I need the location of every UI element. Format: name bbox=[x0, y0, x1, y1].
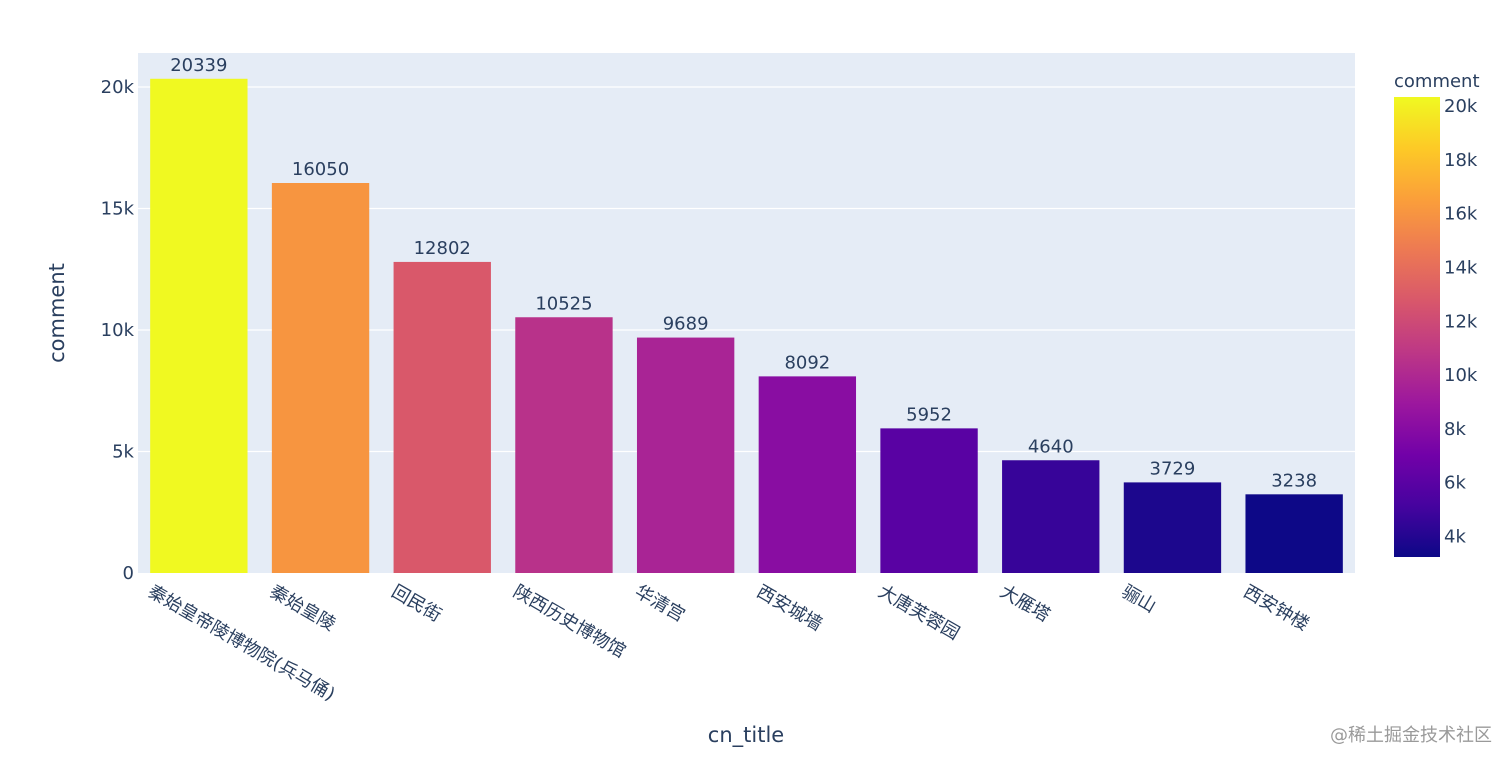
bar-data-label: 12802 bbox=[414, 238, 471, 259]
y-axis-ticks: 0 5k 10k 15k 20k bbox=[101, 77, 135, 584]
x-tick-label: 大唐芙蓉园 bbox=[875, 581, 963, 644]
x-tick-label: 大雁塔 bbox=[996, 581, 1053, 626]
watermark: @稀土掘金技术社区 bbox=[1330, 725, 1492, 746]
x-tick-label: 回民街 bbox=[388, 581, 445, 626]
y-tick-label: 15k bbox=[101, 199, 135, 220]
bar-labels: 20339 16050 12802 10525 9689 8092 5952 4640 3729… bbox=[170, 55, 1317, 492]
colorbar-tick-label: 16k bbox=[1444, 204, 1478, 225]
bar bbox=[393, 261, 491, 573]
bar bbox=[271, 183, 370, 573]
bar bbox=[758, 376, 857, 573]
colorbar-tick-label: 4k bbox=[1444, 527, 1466, 548]
bar bbox=[1245, 494, 1343, 573]
bar bbox=[636, 337, 735, 573]
bar-data-label: 3238 bbox=[1271, 470, 1317, 491]
bar-data-label: 16050 bbox=[292, 159, 349, 180]
bar-data-label: 10525 bbox=[535, 293, 592, 314]
bar bbox=[880, 428, 978, 573]
x-tick-label: 秦始皇陵 bbox=[266, 581, 339, 635]
x-tick-label: 骊山 bbox=[1118, 581, 1160, 617]
x-tick-label: 华清宫 bbox=[631, 581, 688, 626]
y-tick-label: 10k bbox=[101, 320, 135, 341]
bar bbox=[150, 78, 248, 573]
x-tick-label: 西安钟楼 bbox=[1240, 581, 1313, 635]
bar bbox=[1002, 460, 1100, 573]
bar-data-label: 4640 bbox=[1028, 436, 1074, 457]
bar-data-label: 20339 bbox=[170, 55, 227, 76]
colorbar-tick-label: 10k bbox=[1444, 365, 1478, 386]
x-axis-ticks: 秦始皇帝陵博物院(兵马俑)秦始皇陵 回民街 陕西历史博物馆 华清宫 西安城墙 大唐芙蓉园大… bbox=[144, 581, 1312, 705]
x-axis-title: cn_title bbox=[708, 723, 784, 748]
bars bbox=[150, 78, 1343, 573]
y-axis-title: comment bbox=[45, 263, 69, 363]
bar-data-label: 9689 bbox=[663, 314, 709, 335]
bar bbox=[515, 317, 613, 573]
bar-data-label: 5952 bbox=[906, 404, 952, 425]
colorbar-tick-label: 14k bbox=[1444, 258, 1478, 279]
colorbar-tick-label: 6k bbox=[1444, 473, 1466, 494]
y-tick-label: 5k bbox=[112, 442, 134, 463]
colorbar-tick-label: 12k bbox=[1444, 311, 1478, 332]
colorbar-title: comment bbox=[1394, 71, 1480, 92]
y-tick-label: 0 bbox=[123, 563, 134, 584]
x-tick-label: 陕西历史博物馆 bbox=[509, 581, 629, 662]
y-tick-label: 20k bbox=[101, 77, 135, 98]
bar-data-label: 8092 bbox=[784, 352, 830, 373]
colorbar-tick-label: 18k bbox=[1444, 150, 1478, 171]
colorbar-tick-label: 8k bbox=[1444, 419, 1466, 440]
colorbar: comment 4k 6k 8k 10k 12k 14k 16k 18k 20k bbox=[1394, 71, 1480, 557]
colorbar-gradient bbox=[1394, 97, 1440, 557]
bar bbox=[1123, 482, 1222, 573]
bar-data-label: 3729 bbox=[1150, 458, 1196, 479]
colorbar-tick-label: 20k bbox=[1444, 96, 1478, 117]
x-tick-label: 西安城墙 bbox=[753, 581, 826, 635]
